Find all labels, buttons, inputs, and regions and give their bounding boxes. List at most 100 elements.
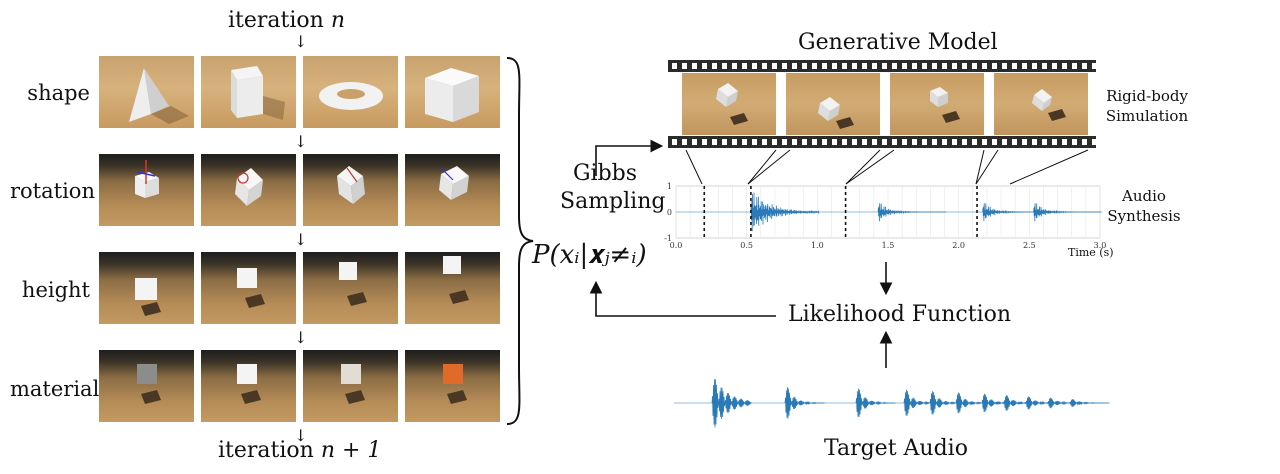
film-perforation: [1032, 139, 1037, 145]
film-perforation: [812, 139, 817, 145]
iteration-bottom-text: iteration: [218, 438, 314, 463]
thumb-height-2: [201, 252, 296, 324]
film-perforation: [722, 139, 727, 145]
waveform-impact: [877, 203, 947, 222]
audio-synthesis-chart: 0.0 0.5 1.0 1.5 2.0 2.5 3.0 1 0 -1: [664, 182, 1107, 250]
thumb-material-1: [99, 350, 194, 422]
film-perforation: [922, 63, 927, 69]
audio-line2: Synthesis: [1107, 207, 1181, 225]
film-perforation: [772, 139, 777, 145]
film-perforations: [668, 60, 1096, 148]
falling-cube: [716, 83, 748, 125]
film-perforation: [1042, 63, 1047, 69]
film-perforation: [762, 139, 767, 145]
rigid-body-label: Rigid-body Simulation: [1102, 86, 1192, 126]
film-frame-1: [682, 73, 776, 135]
film-perforation: [1052, 63, 1057, 69]
material-cube-orange: [443, 364, 467, 404]
iteration-top-label: iteration n: [228, 8, 345, 33]
thumb-rotation-3: [303, 154, 398, 226]
prism-shape: [231, 66, 285, 120]
film-perforation: [732, 139, 737, 145]
gibbs-line2: Sampling: [560, 189, 666, 214]
film-perforation: [752, 139, 757, 145]
film-perforation: [1012, 63, 1017, 69]
rotated-cube: [439, 166, 469, 200]
material-cube-white: [237, 364, 261, 404]
thumb-rotation-2: [201, 154, 296, 226]
thumb-material-3: [303, 350, 398, 422]
thumb-rotation-1: [99, 154, 194, 226]
arrow-down-icon: ↓: [294, 426, 308, 445]
iteration-bottom-label: iteration n + 1: [218, 438, 381, 463]
thumb-rotation-4: [405, 154, 500, 226]
film-perforation: [1032, 63, 1037, 69]
film-strip: [668, 60, 1096, 148]
film-perforation: [672, 139, 677, 145]
audio-line1: Audio: [1122, 187, 1166, 205]
rigid-line2: Simulation: [1105, 107, 1189, 125]
film-perforation: [1092, 139, 1096, 145]
film-perforation: [992, 139, 997, 145]
floating-cube: [237, 268, 265, 308]
row-label-material: material: [10, 377, 100, 401]
film-perforation: [852, 63, 857, 69]
film-perforation: [962, 139, 967, 145]
x-tick-label: 2.0: [952, 241, 965, 250]
film-perforation: [972, 63, 977, 69]
arrow-down-icon: ↓: [294, 32, 308, 51]
generative-model-title: Generative Model: [798, 30, 998, 55]
film-perforation: [832, 63, 837, 69]
thumb-height-1: [99, 252, 194, 324]
film-perforation: [1022, 63, 1027, 69]
film-frame-4: [994, 73, 1088, 135]
film-perforation: [1002, 139, 1007, 145]
film-perforation: [712, 63, 717, 69]
film-perforation: [862, 63, 867, 69]
film-perforation: [1072, 139, 1077, 145]
film-perforation: [932, 63, 937, 69]
film-perforation: [752, 63, 757, 69]
film-perforation: [912, 139, 917, 145]
audio-synthesis-label: Audio Synthesis: [1104, 186, 1184, 226]
target-audio-waveform: [674, 379, 1110, 428]
cube-shape: [425, 68, 479, 122]
film-perforation: [952, 139, 957, 145]
film-perforation: [692, 63, 697, 69]
film-perforation: [892, 139, 897, 145]
waveform-impact: [1033, 203, 1102, 222]
film-perforation: [702, 63, 707, 69]
film-perforation: [902, 139, 907, 145]
film-perforation: [682, 139, 687, 145]
film-perforation: [1022, 139, 1027, 145]
likelihood-function-label: Likelihood Function: [788, 302, 1012, 327]
material-cube-marble: [341, 364, 365, 404]
x-tick-label: 3.0: [1094, 241, 1107, 250]
film-perforation: [742, 63, 747, 69]
thumb-cube: [405, 56, 500, 128]
film-perforation: [812, 63, 817, 69]
target-audio-label: Target Audio: [824, 436, 968, 461]
x-tick-label: 2.5: [1023, 241, 1036, 250]
film-perforation: [1042, 139, 1047, 145]
film-perforation: [922, 139, 927, 145]
material-cube-stone: [137, 364, 161, 404]
film-perforation: [1052, 139, 1057, 145]
arrow-down-icon: ↓: [294, 328, 308, 347]
x-tick-label: 0.0: [670, 241, 683, 250]
film-perforation: [872, 139, 877, 145]
x-tick-label: 0.5: [740, 241, 753, 250]
film-perforation: [702, 139, 707, 145]
film-perforation: [1062, 63, 1067, 69]
y-tick-label: -1: [664, 234, 672, 243]
rotated-cube: [235, 168, 263, 206]
arrow-down-icon: ↓: [294, 230, 308, 249]
film-perforation: [672, 63, 677, 69]
falling-cube: [930, 87, 960, 123]
film-perforation: [842, 139, 847, 145]
formula: P(xᵢ|𝐱ⱼ≠ᵢ): [532, 240, 647, 270]
x-tick-label: 1.0: [811, 241, 824, 250]
film-perforation: [782, 139, 787, 145]
film-perforation: [822, 63, 827, 69]
pyramid-shape: [129, 68, 189, 124]
